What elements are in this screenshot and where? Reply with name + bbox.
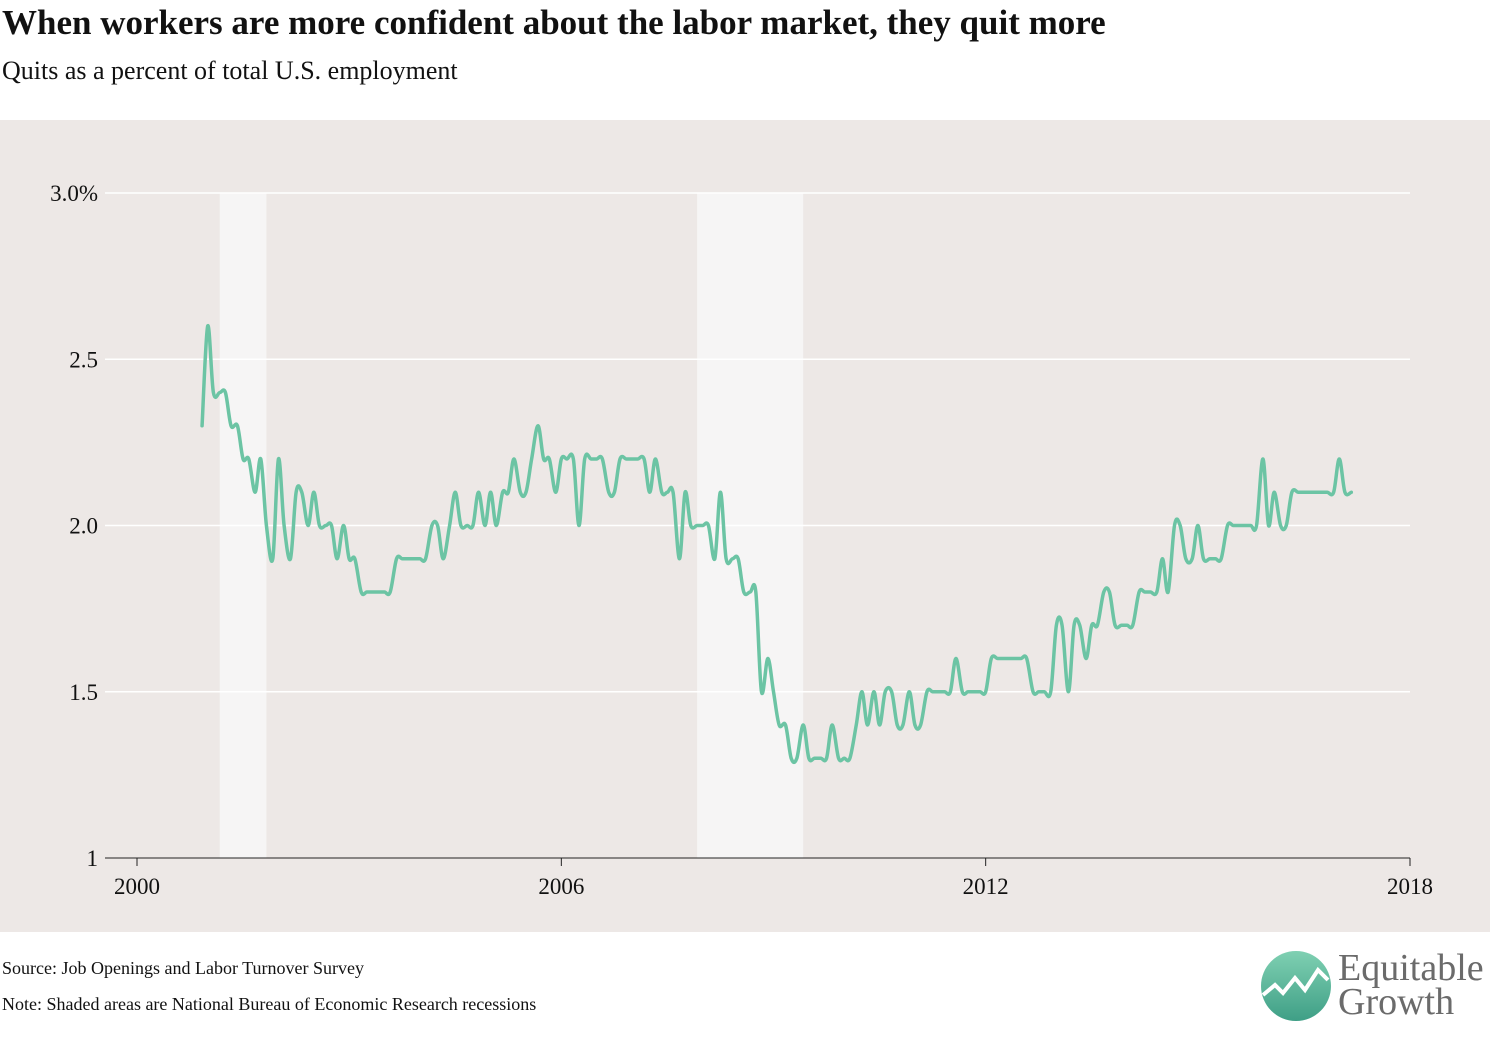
x-tick-label: 2012: [963, 874, 1009, 899]
logo-text: Growth: [1338, 981, 1454, 1023]
chart-subtitle: Quits as a percent of total U.S. employm…: [2, 56, 458, 85]
x-tick-label: 2018: [1387, 874, 1433, 899]
data-line: [200, 324, 1354, 765]
y-tick-label: 1: [87, 846, 99, 871]
logo: Equitable Growth: [1261, 947, 1484, 1023]
logo-icon: [1261, 951, 1331, 1021]
y-tick-label: 2.5: [69, 347, 98, 372]
x-tick-label: 2000: [114, 874, 160, 899]
logo-icon-line: [1261, 966, 1330, 997]
y-tick-label: 1.5: [69, 680, 98, 705]
x-tick-label: 2006: [538, 874, 584, 899]
y-tick-label: 3.0%: [50, 181, 98, 206]
source-note: Source: Job Openings and Labor Turnover …: [2, 958, 364, 978]
y-tick-label: 2.0: [69, 514, 98, 539]
chart-title: When workers are more confident about th…: [2, 3, 1106, 42]
footnote: Note: Shaded areas are National Bureau o…: [2, 994, 536, 1014]
logo-text: Equitable: [1338, 947, 1484, 989]
